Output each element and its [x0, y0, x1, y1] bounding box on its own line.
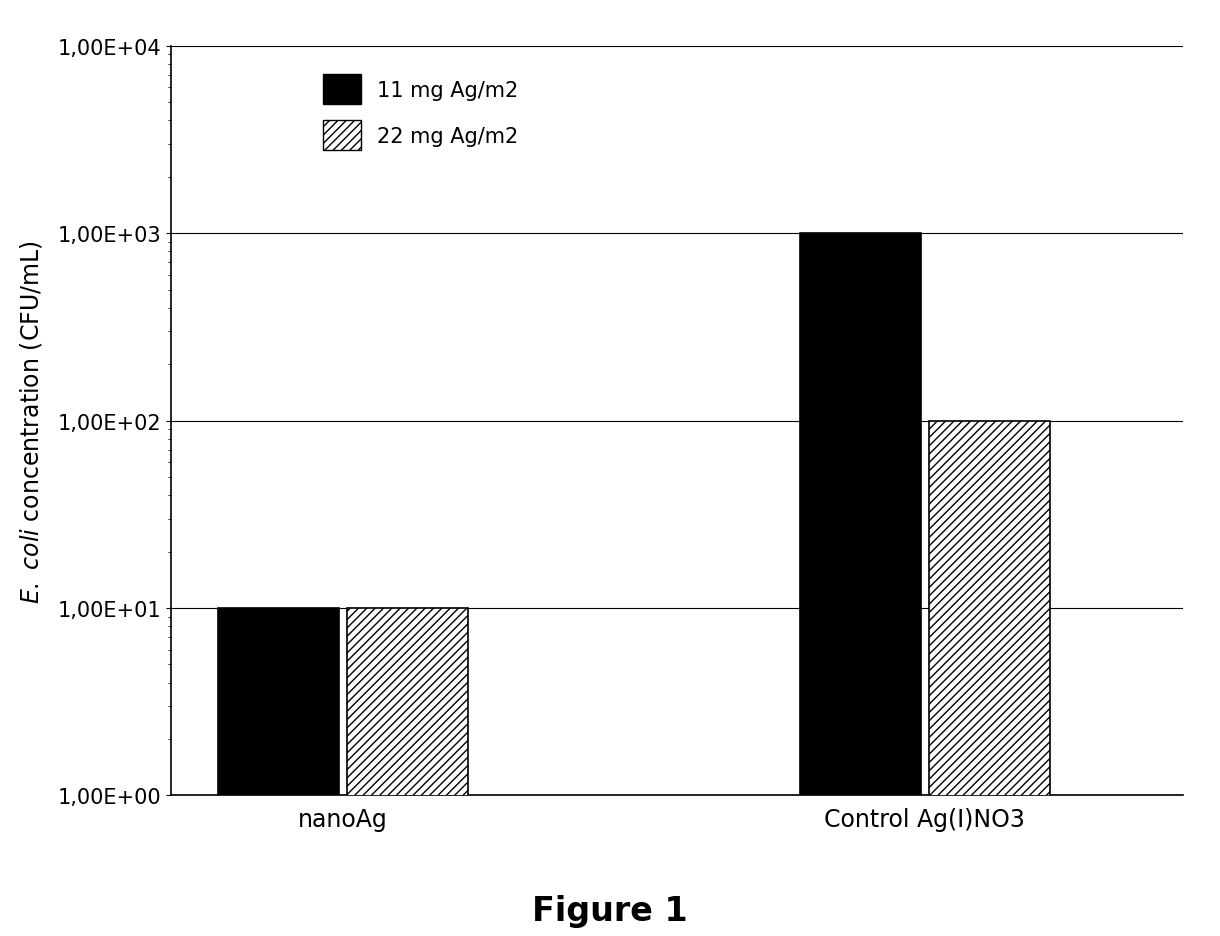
Text: Figure 1: Figure 1: [532, 894, 688, 927]
Y-axis label: $\it{E.\ coli}$ concentration (CFU/mL): $\it{E.\ coli}$ concentration (CFU/mL): [17, 240, 44, 603]
Bar: [218, 608, 339, 936]
Bar: [800, 234, 921, 936]
Bar: [348, 608, 468, 936]
Legend: 11 mg Ag/m2, 22 mg Ag/m2: 11 mg Ag/m2, 22 mg Ag/m2: [312, 65, 529, 161]
Bar: [930, 421, 1050, 936]
